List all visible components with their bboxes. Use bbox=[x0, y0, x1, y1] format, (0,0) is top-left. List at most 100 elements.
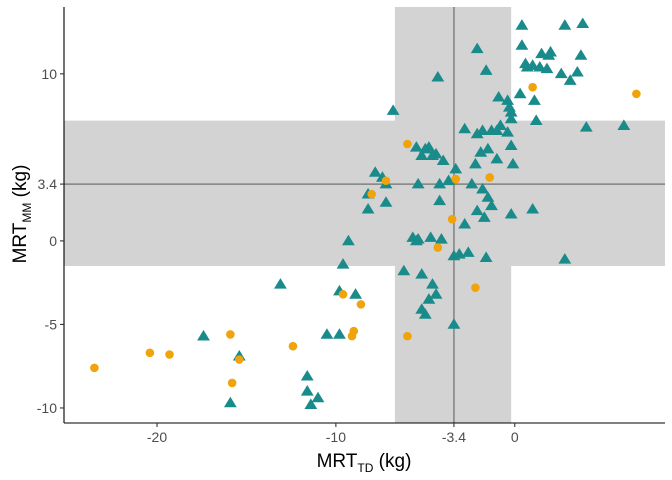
triangle-point bbox=[501, 94, 514, 105]
triangle-point bbox=[465, 177, 479, 189]
triangle-point bbox=[501, 126, 514, 137]
triangle-point bbox=[411, 177, 425, 189]
triangle-point bbox=[563, 74, 577, 85]
triangle-point bbox=[415, 149, 429, 161]
triangle-point bbox=[558, 253, 572, 264]
triangle-point bbox=[513, 87, 527, 99]
triangle-point bbox=[470, 127, 484, 139]
reference-lines bbox=[64, 7, 665, 423]
triangle-point bbox=[436, 154, 450, 166]
triangle-point bbox=[485, 199, 498, 211]
triangle-point bbox=[418, 308, 432, 319]
triangle-point bbox=[558, 19, 572, 30]
y-tick-label: 3.4 bbox=[38, 176, 58, 192]
circle-point bbox=[165, 350, 174, 359]
triangle-point bbox=[506, 157, 520, 169]
triangle-point bbox=[422, 293, 436, 304]
circle-point bbox=[485, 173, 495, 182]
circle-point bbox=[90, 363, 99, 373]
triangle-point bbox=[474, 146, 488, 157]
triangle-point bbox=[533, 60, 547, 72]
axes bbox=[63, 7, 665, 424]
triangle-point bbox=[415, 268, 429, 279]
triangle-point bbox=[435, 233, 448, 244]
y-tick-label: 10 bbox=[41, 66, 57, 82]
triangle-point bbox=[386, 104, 400, 115]
y-tick-label: -10 bbox=[37, 400, 57, 416]
y-tick-label: -5 bbox=[45, 316, 58, 332]
triangle-point bbox=[433, 194, 447, 206]
triangle-point bbox=[223, 396, 237, 408]
triangle-point bbox=[481, 142, 495, 154]
triangle-point bbox=[397, 264, 411, 276]
triangle-point bbox=[429, 147, 443, 159]
shaded-bands bbox=[64, 7, 665, 423]
tick-labels: -20 -10 -3.4 0 -10 -5 0 3.4 10 bbox=[37, 66, 519, 445]
circle-point bbox=[367, 189, 376, 199]
triangle-point bbox=[458, 217, 472, 229]
y-axis-title: MRTMM (kg) bbox=[10, 165, 34, 264]
triangle-point bbox=[554, 67, 568, 79]
triangle-point bbox=[368, 166, 382, 177]
triangle-point bbox=[333, 328, 346, 339]
circle-point bbox=[145, 348, 155, 358]
triangle-point bbox=[470, 204, 484, 216]
circle-point bbox=[226, 330, 235, 339]
triangle-point bbox=[479, 251, 493, 262]
circle-point bbox=[528, 82, 537, 92]
circle-point bbox=[471, 283, 480, 292]
y-band bbox=[64, 120, 665, 266]
triangle-point bbox=[300, 370, 314, 381]
triangle-point bbox=[492, 91, 506, 102]
triangle-point bbox=[361, 202, 375, 214]
triangle-point bbox=[526, 59, 540, 70]
triangle-point bbox=[411, 233, 425, 244]
triangle-point bbox=[540, 62, 554, 74]
triangle-point bbox=[304, 398, 318, 409]
x-tick-label: -20 bbox=[147, 429, 167, 445]
triangle-point bbox=[300, 385, 314, 396]
circle-point bbox=[433, 243, 443, 252]
triangle-point bbox=[311, 391, 325, 403]
triangle-point bbox=[422, 141, 436, 152]
triangle-point bbox=[528, 94, 541, 105]
triangle-point bbox=[504, 112, 518, 124]
triangle-point bbox=[504, 106, 518, 117]
circle-point bbox=[447, 214, 457, 224]
x-tick-label: -3.4 bbox=[442, 429, 466, 445]
triangle-point bbox=[433, 177, 447, 189]
circle-point bbox=[338, 290, 348, 299]
triangle-point bbox=[431, 70, 445, 82]
triangle-point bbox=[504, 139, 518, 151]
triangle-point bbox=[544, 45, 557, 57]
triangle-point bbox=[479, 64, 493, 75]
triangle-point bbox=[468, 157, 482, 169]
triangle-point bbox=[458, 122, 472, 134]
triangle-point bbox=[197, 329, 210, 341]
data-points bbox=[90, 17, 641, 409]
circle-point bbox=[347, 331, 357, 341]
triangle-point bbox=[429, 288, 443, 299]
triangle-point bbox=[476, 182, 489, 194]
triangle-point bbox=[461, 246, 475, 257]
triangle-point bbox=[349, 288, 362, 299]
circle-point bbox=[288, 341, 298, 351]
x-axis-title: MRTTD (kg) bbox=[317, 451, 412, 475]
triangle-point bbox=[477, 211, 491, 222]
triangle-point bbox=[447, 318, 461, 329]
y-tick-label: 0 bbox=[49, 233, 57, 249]
triangle-point bbox=[442, 174, 455, 186]
triangle-point bbox=[490, 124, 504, 135]
triangle-point bbox=[342, 234, 355, 246]
circle-point bbox=[632, 89, 641, 99]
triangle-point bbox=[515, 39, 529, 50]
triangle-point bbox=[576, 17, 590, 29]
circle-point bbox=[451, 174, 461, 184]
triangle-point bbox=[424, 231, 438, 242]
circle-point bbox=[234, 355, 244, 364]
circle-point bbox=[403, 139, 412, 149]
x-tick-label: 0 bbox=[511, 429, 519, 445]
triangle-point bbox=[515, 19, 529, 30]
triangle-point bbox=[409, 141, 423, 152]
